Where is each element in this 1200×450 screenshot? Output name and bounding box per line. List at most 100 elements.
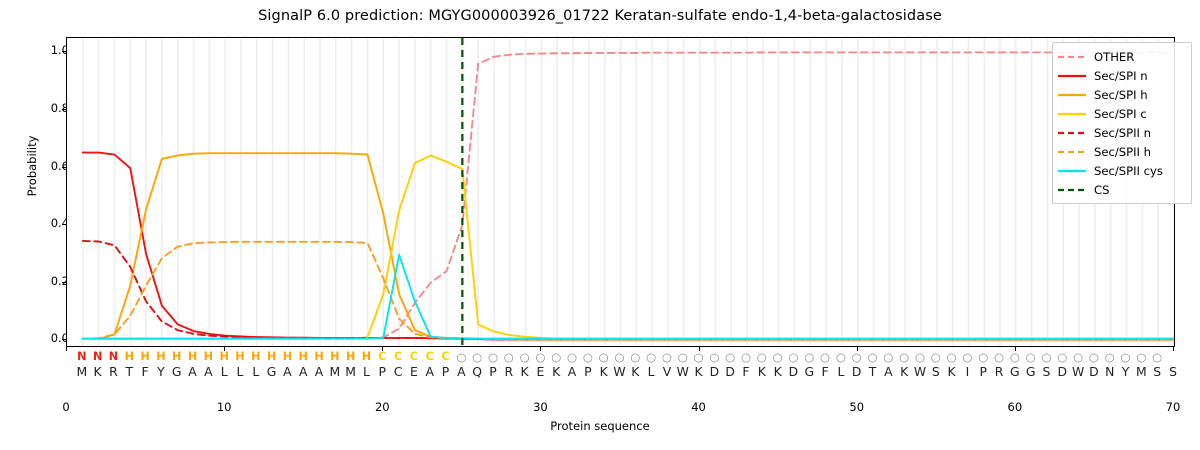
chart-title: SignalP 6.0 prediction: MGYG000003926_01… (258, 8, 942, 24)
region-code-cell: ○ (820, 350, 831, 364)
legend-item-sec-spi-h[interactable]: Sec/SPI h (1057, 85, 1187, 104)
y-tick-label: 0.4 (50, 216, 69, 231)
legend-line-swatch-icon (1057, 165, 1087, 177)
legend-line-swatch-icon (1057, 108, 1087, 120)
x-tick-label: 20 (374, 400, 390, 414)
residue-cell: Y (157, 364, 165, 379)
region-code-cell: H (330, 350, 340, 363)
residue-cell: G (1025, 364, 1036, 379)
residue-cell: N (1105, 364, 1115, 379)
legend-label: Sec/SPI h (1094, 87, 1148, 102)
residue-cell: I (965, 364, 970, 379)
legend-line-swatch-icon (1057, 51, 1087, 63)
region-code-cell: H (187, 350, 198, 363)
y-tick-mark (62, 166, 66, 168)
residue-cell: G (171, 364, 182, 379)
region-code-cell: C (425, 350, 434, 363)
x-tick-mark (698, 347, 700, 351)
residue-cell: K (552, 364, 561, 379)
legend-line-swatch-icon (1057, 184, 1087, 196)
residue-cell: C (393, 364, 403, 379)
legend-item-sec-spii-n[interactable]: Sec/SPII n (1057, 123, 1187, 142)
legend-item-sec-spii-cys[interactable]: Sec/SPII cys (1057, 161, 1187, 180)
region-code-cell: ○ (503, 350, 514, 364)
region-code-cell: H (361, 350, 372, 363)
legend-label: Sec/SPI c (1094, 106, 1147, 121)
x-tick-label: 10 (216, 400, 232, 414)
x-tick-label: 70 (1165, 400, 1181, 414)
residue-cell: K (900, 364, 909, 379)
region-code-cell: ○ (456, 350, 467, 364)
residue-cell: T (868, 364, 877, 379)
residue-cell: A (884, 364, 893, 379)
region-code-cell: ○ (598, 350, 609, 364)
residue-cell: S (1153, 364, 1162, 379)
residue-cell: L (363, 364, 370, 379)
region-code-cell: C (393, 350, 403, 363)
region-code-cell: ○ (630, 350, 641, 364)
residue-cell: A (188, 364, 197, 379)
residue-cell: V (662, 364, 672, 379)
x-tick-mark (1014, 347, 1016, 351)
series-line-sec-spii-cys (81, 253, 1174, 340)
residue-cell: G (804, 364, 815, 379)
residue-cell: L (236, 364, 244, 379)
residue-cell: D (1057, 364, 1068, 379)
legend-item-sec-spi-n[interactable]: Sec/SPI n (1057, 66, 1187, 85)
x-tick-mark (66, 347, 67, 351)
series-line-sec-spii-h (81, 240, 1174, 341)
region-code-cell: ○ (883, 350, 894, 364)
residue-cell: G (266, 364, 277, 379)
y-tick-label: 1.0 (50, 43, 69, 58)
residue-cell: W (1071, 364, 1085, 379)
x-tick-label: 40 (691, 400, 706, 414)
legend-line-swatch-icon (1057, 127, 1087, 139)
region-code-cell: N (108, 350, 119, 363)
region-code-cell: ○ (946, 350, 957, 364)
residue-cell: K (757, 364, 766, 379)
x-tick-label: 60 (1007, 400, 1023, 414)
region-code-cell: ○ (1025, 350, 1036, 364)
region-code-cell: H (345, 350, 356, 363)
residue-cell: E (536, 364, 545, 379)
series-line-sec-spi-h (81, 152, 1174, 341)
region-code-cell: ○ (914, 350, 925, 364)
plot-canvas (81, 38, 1174, 346)
y-tick-label: 0.2 (50, 273, 69, 288)
legend-item-other[interactable]: OTHER (1057, 47, 1187, 66)
region-code-cell: H (219, 350, 229, 363)
region-code-cell: ○ (567, 350, 578, 364)
residue-cell: L (837, 364, 845, 379)
region-code-cell: ○ (899, 350, 910, 364)
region-code-cell: C (409, 350, 419, 363)
x-tick-label: 0 (62, 400, 70, 414)
series-line-sec-spii-n (81, 239, 1174, 341)
y-tick-mark (62, 224, 66, 226)
x-tick-mark (1173, 347, 1174, 351)
legend-item-cs[interactable]: CS (1057, 180, 1187, 199)
residue-cell: K (520, 364, 529, 379)
region-code-cell: ○ (535, 350, 546, 364)
residue-cell: F (821, 364, 829, 379)
x-tick-label: 30 (533, 400, 548, 414)
region-code-cell: H (235, 350, 245, 363)
region-code-cell: ○ (551, 350, 562, 364)
legend-item-sec-spii-h[interactable]: Sec/SPII h (1057, 142, 1187, 161)
region-code-cell: ○ (756, 350, 767, 364)
residue-cell: Y (1121, 364, 1130, 379)
region-code-cell: ○ (1120, 350, 1131, 364)
y-tick-mark (62, 339, 66, 341)
residue-cell: D (725, 364, 735, 379)
region-code-cell: ○ (582, 350, 593, 364)
region-code-cell: ○ (725, 350, 736, 364)
region-code-cell: ○ (978, 350, 989, 364)
region-code-cell: C (378, 350, 387, 363)
residue-cell: W (613, 364, 626, 379)
residue-cell: D (1089, 364, 1099, 379)
residue-cell: P (489, 364, 497, 379)
legend-item-sec-spi-c[interactable]: Sec/SPI c (1057, 104, 1187, 123)
residue-cell: A (204, 364, 213, 379)
residue-cell: A (567, 364, 577, 379)
